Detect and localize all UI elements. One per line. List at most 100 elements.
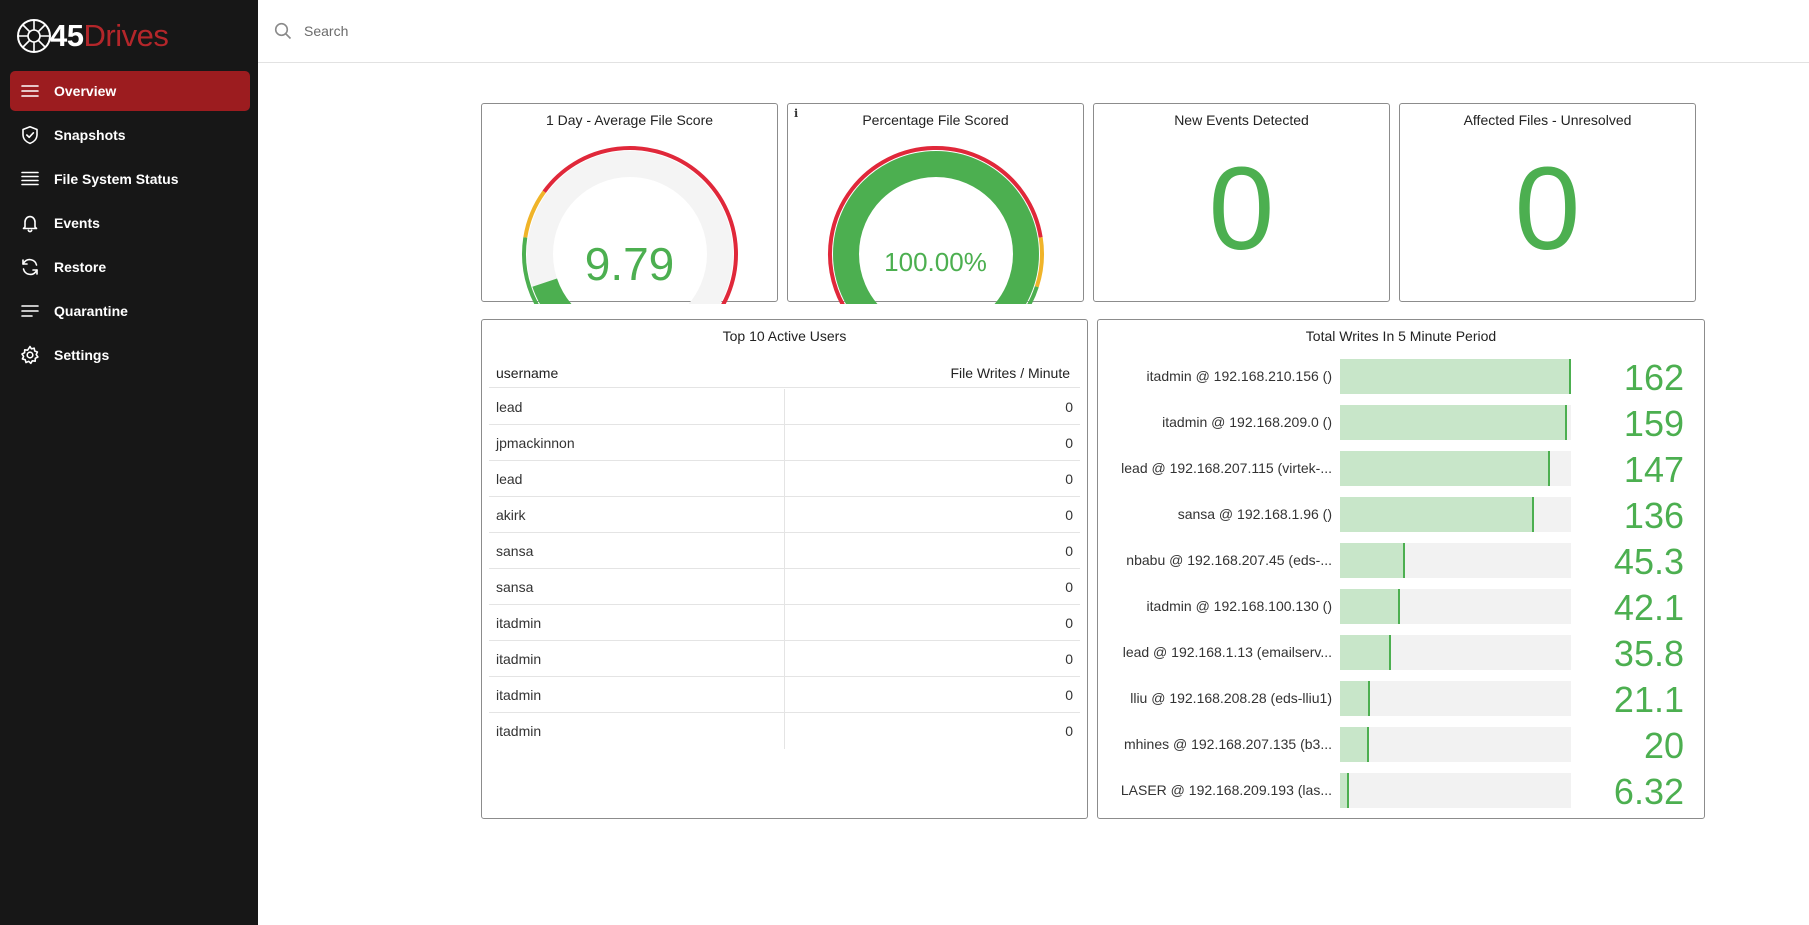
column-divider — [784, 641, 785, 676]
avg-file-score-gauge — [522, 146, 738, 304]
bar-track — [1340, 773, 1571, 808]
bar-fill — [1340, 359, 1571, 394]
bar-fill — [1340, 589, 1401, 624]
cell-username: itadmin — [496, 687, 542, 703]
new-events-value: 0 — [1208, 143, 1275, 275]
cell-file-writes: 0 — [1065, 687, 1073, 703]
bar-value: 21.1 — [1613, 679, 1684, 720]
sidebar-item-snapshots[interactable]: Snapshots — [10, 115, 250, 155]
sidebar-item-label: Events — [54, 215, 100, 231]
column-divider — [784, 713, 785, 749]
info-icon[interactable]: i — [794, 107, 799, 120]
panel-title: Top 10 Active Users — [722, 328, 847, 344]
sidebar-item-file-system-status[interactable]: File System Status — [10, 159, 250, 199]
table-body: lead 0 jpmackinnon 0 lead 0 akirk 0 sansa 0 sansa 0… — [489, 389, 1080, 749]
percentage-file-scored-value: 100.00% — [884, 247, 987, 277]
table-row: sansa 0 — [489, 533, 1080, 569]
sidebar-item-label: File System Status — [54, 171, 179, 187]
cell-username: akirk — [496, 507, 526, 523]
table-row: lead 0 — [489, 389, 1080, 425]
bar-row: sansa @ 192.168.1.96 () 136 — [1098, 495, 1704, 536]
bar-value: 147 — [1623, 449, 1684, 490]
bar-row: itadmin @ 192.168.100.130 () 42.1 — [1098, 587, 1704, 628]
table-row: lead 0 — [489, 461, 1080, 497]
sidebar-item-label: Overview — [54, 83, 117, 99]
panel-title: Percentage File Scored — [862, 112, 1009, 128]
bar-label: lliu @ 192.168.208.28 (eds-lliu1) — [1130, 690, 1332, 706]
panel-title: 1 Day - Average File Score — [545, 112, 714, 128]
bar-label: lead @ 192.168.207.115 (virtek-... — [1121, 460, 1332, 476]
bar-track — [1340, 497, 1571, 532]
column-divider — [784, 425, 785, 460]
sidebar-item-events[interactable]: Events — [10, 203, 250, 243]
bar-label: itadmin @ 192.168.100.130 () — [1146, 598, 1332, 614]
cell-file-writes: 0 — [1065, 399, 1073, 415]
column-divider — [784, 497, 785, 532]
list-icon — [19, 168, 41, 190]
bar-track — [1340, 589, 1571, 624]
gear-icon — [19, 344, 41, 366]
avg-file-score-panel: 1 Day - Average File Score 9.79 — [481, 103, 778, 304]
sidebar-item-settings[interactable]: Settings — [10, 335, 250, 375]
lines-icon — [19, 300, 41, 322]
bar-value: 136 — [1623, 495, 1684, 536]
bar-fill — [1340, 681, 1371, 716]
affected-files-panel: Affected Files - Unresolved 0 — [1399, 103, 1696, 302]
panel-title: Affected Files - Unresolved — [1463, 112, 1632, 128]
bar-row: nbabu @ 192.168.207.45 (eds-... 45.3 — [1098, 541, 1704, 582]
bar-value: 162 — [1623, 357, 1684, 398]
top-bar — [258, 0, 1809, 63]
cell-username: jpmackinnon — [496, 435, 575, 451]
sidebar-item-restore[interactable]: Restore — [10, 247, 250, 287]
affected-files-value: 0 — [1514, 143, 1581, 275]
sidebar-nav: Overview Snapshots File System Status Ev… — [10, 71, 250, 379]
bar-track — [1340, 635, 1571, 670]
bar-track — [1340, 543, 1571, 578]
search-input[interactable] — [304, 19, 804, 43]
column-header-file-writes[interactable]: File Writes / Minute — [950, 365, 1070, 381]
search-icon — [274, 22, 292, 40]
brand-logo[interactable]: 45Drives — [16, 16, 169, 56]
bar-track — [1340, 405, 1571, 440]
sidebar-item-overview[interactable]: Overview — [10, 71, 250, 111]
sidebar-item-label: Snapshots — [54, 127, 126, 143]
column-divider — [784, 533, 785, 568]
bar-value: 42.1 — [1613, 587, 1684, 628]
cell-username: lead — [496, 471, 523, 487]
panel-title: Total Writes In 5 Minute Period — [1305, 328, 1497, 344]
cell-file-writes: 0 — [1065, 723, 1073, 739]
column-header-username[interactable]: username — [496, 365, 559, 381]
bar-fill — [1340, 405, 1567, 440]
cell-username: itadmin — [496, 651, 542, 667]
bar-value: 6.32 — [1613, 771, 1684, 812]
bar-row: mhines @ 192.168.207.135 (b3... 20 — [1098, 725, 1704, 766]
percentage-file-scored-gauge — [828, 146, 1044, 304]
bar-track — [1340, 451, 1571, 486]
shield-check-icon — [19, 124, 41, 146]
cell-username: itadmin — [496, 723, 542, 739]
bar-fill — [1340, 635, 1392, 670]
cell-file-writes: 0 — [1065, 471, 1073, 487]
brand-word: Drives — [83, 18, 169, 53]
cell-file-writes: 0 — [1065, 543, 1073, 559]
table-row: akirk 0 — [489, 497, 1080, 533]
bar-label: nbabu @ 192.168.207.45 (eds-... — [1126, 552, 1332, 568]
cell-username: itadmin — [496, 615, 542, 631]
bar-row: itadmin @ 192.168.209.0 () 159 — [1098, 403, 1704, 444]
bar-row: itadmin @ 192.168.210.156 () 162 — [1098, 357, 1704, 398]
cell-file-writes: 0 — [1065, 615, 1073, 631]
brand-number: 45 — [50, 18, 84, 53]
bar-label: lead @ 192.168.1.13 (emailserv... — [1122, 644, 1332, 660]
refresh-icon — [19, 256, 41, 278]
sidebar-item-quarantine[interactable]: Quarantine — [10, 291, 250, 331]
cell-username: lead — [496, 399, 523, 415]
bar-value: 20 — [1643, 725, 1684, 766]
bar-row: LASER @ 192.168.209.193 (las... 6.32 — [1098, 771, 1704, 812]
bar-value: 159 — [1623, 403, 1684, 444]
menu-icon — [19, 80, 41, 102]
cell-username: sansa — [496, 579, 534, 595]
table-row: itadmin 0 — [489, 641, 1080, 677]
percentage-file-scored-panel: i Percentage File Scored 100.00% — [787, 103, 1084, 304]
bar-label: sansa @ 192.168.1.96 () — [1177, 506, 1332, 522]
